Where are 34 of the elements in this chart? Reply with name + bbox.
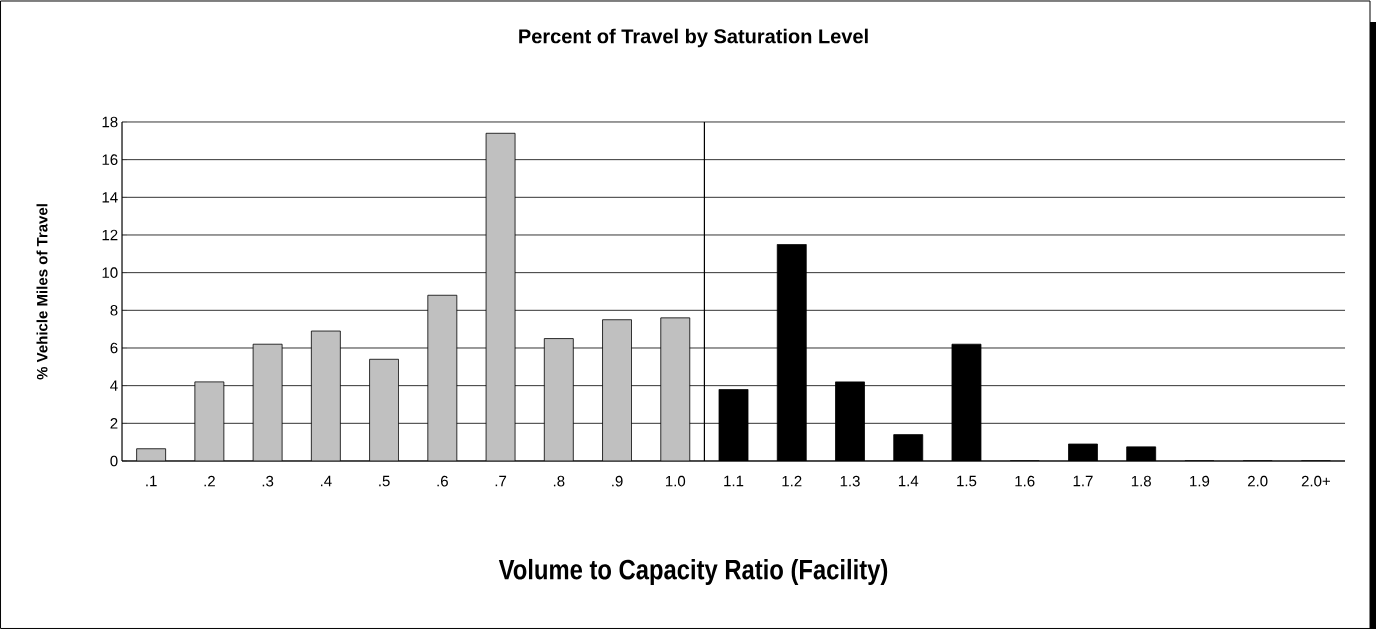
y-tick-label: 10	[102, 267, 118, 278]
x-tick-label: .6	[437, 475, 448, 487]
x-tick-label: 2.0	[1247, 475, 1268, 487]
x-tick-label: 1.3	[840, 475, 860, 487]
x-tick-label: 1.8	[1131, 475, 1151, 487]
y-tick-label: 8	[110, 305, 118, 316]
y-tick-label: 16	[102, 154, 118, 165]
x-tick-label: 1.7	[1073, 475, 1093, 487]
x-tick-label: 1.2	[782, 475, 802, 487]
y-tick-label: 0	[110, 455, 118, 467]
x-tick-label: .7	[495, 475, 507, 487]
y-tick-label: 14	[102, 192, 118, 203]
x-axis-title: Volume to Capacity Ratio (Facility)	[498, 558, 888, 586]
x-tick-label: .5	[379, 475, 390, 487]
x-tick-label: .4	[320, 475, 332, 487]
y-tick-label: 12	[102, 229, 118, 241]
x-tick-label: 2.0+	[1301, 475, 1330, 487]
x-tick-label: 1.4	[898, 475, 919, 487]
x-tick-label: .1	[146, 475, 157, 487]
x-tick-label: 1.1	[724, 475, 744, 487]
x-tick-label: 1.0	[665, 475, 686, 487]
y-tick-label: 2	[110, 418, 118, 429]
x-tick-label: 1.9	[1190, 475, 1210, 487]
y-tick-label: 4	[110, 380, 118, 391]
x-tick-label: .2	[204, 475, 215, 487]
x-tick-label: 1.6	[1015, 475, 1035, 487]
x-tick-label: .8	[553, 475, 565, 487]
y-tick-label: 6	[110, 342, 118, 354]
x-tick-label: .9	[612, 475, 623, 487]
x-tick-label: .3	[262, 475, 274, 487]
x-tick-label: 1.5	[957, 475, 977, 487]
chart-title: Percent of Travel by Saturation Level	[519, 28, 868, 48]
y-tick-label: 18	[102, 116, 118, 128]
y-axis-title: % Vehicle Miles of Travel	[36, 204, 48, 380]
